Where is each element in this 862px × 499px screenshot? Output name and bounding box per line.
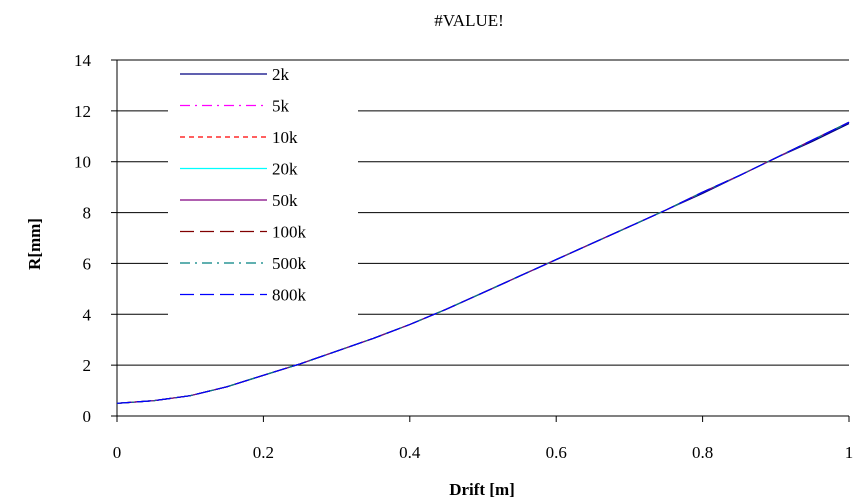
y-tick-label: 12 bbox=[74, 102, 91, 121]
y-tick-label: 0 bbox=[83, 407, 92, 426]
series-line-800k bbox=[116, 121, 850, 404]
x-tick-label: 1 bbox=[845, 443, 854, 462]
y-tick-label: 4 bbox=[83, 305, 92, 324]
series-lines bbox=[116, 121, 850, 404]
legend: 2k 5k 10k 20k 50k 100k 500k 800k bbox=[168, 62, 358, 318]
legend-background bbox=[168, 62, 358, 318]
legend-label: 20k bbox=[272, 160, 298, 179]
x-axis-label: Drift [m] bbox=[449, 480, 515, 499]
legend-label: 50k bbox=[272, 191, 298, 210]
y-axis-label: R[mm] bbox=[25, 218, 44, 270]
chart-title: #VALUE! bbox=[434, 11, 504, 30]
x-tick-label: 0.8 bbox=[692, 443, 713, 462]
axes bbox=[111, 59, 850, 422]
x-tick-label: 0.4 bbox=[399, 443, 421, 462]
legend-label: 5k bbox=[272, 97, 290, 116]
x-tick-label: 0.2 bbox=[253, 443, 274, 462]
legend-label: 10k bbox=[272, 128, 298, 147]
y-tick-label: 6 bbox=[83, 254, 92, 273]
y-tick-label: 8 bbox=[83, 204, 92, 223]
y-tick-label: 2 bbox=[83, 356, 92, 375]
x-tick-label: 0.6 bbox=[546, 443, 567, 462]
y-tick-label: 14 bbox=[74, 51, 92, 70]
legend-label: 500k bbox=[272, 254, 307, 273]
x-tick-label: 0 bbox=[113, 443, 122, 462]
legend-label: 2k bbox=[272, 65, 290, 84]
y-tick-label: 10 bbox=[74, 153, 91, 172]
legend-label: 100k bbox=[272, 223, 307, 242]
x-tick-labels: 0 0.2 0.4 0.6 0.8 1 bbox=[113, 443, 854, 462]
legend-label: 800k bbox=[272, 286, 307, 305]
y-tick-labels: 0 2 4 6 8 10 12 14 bbox=[74, 51, 92, 426]
